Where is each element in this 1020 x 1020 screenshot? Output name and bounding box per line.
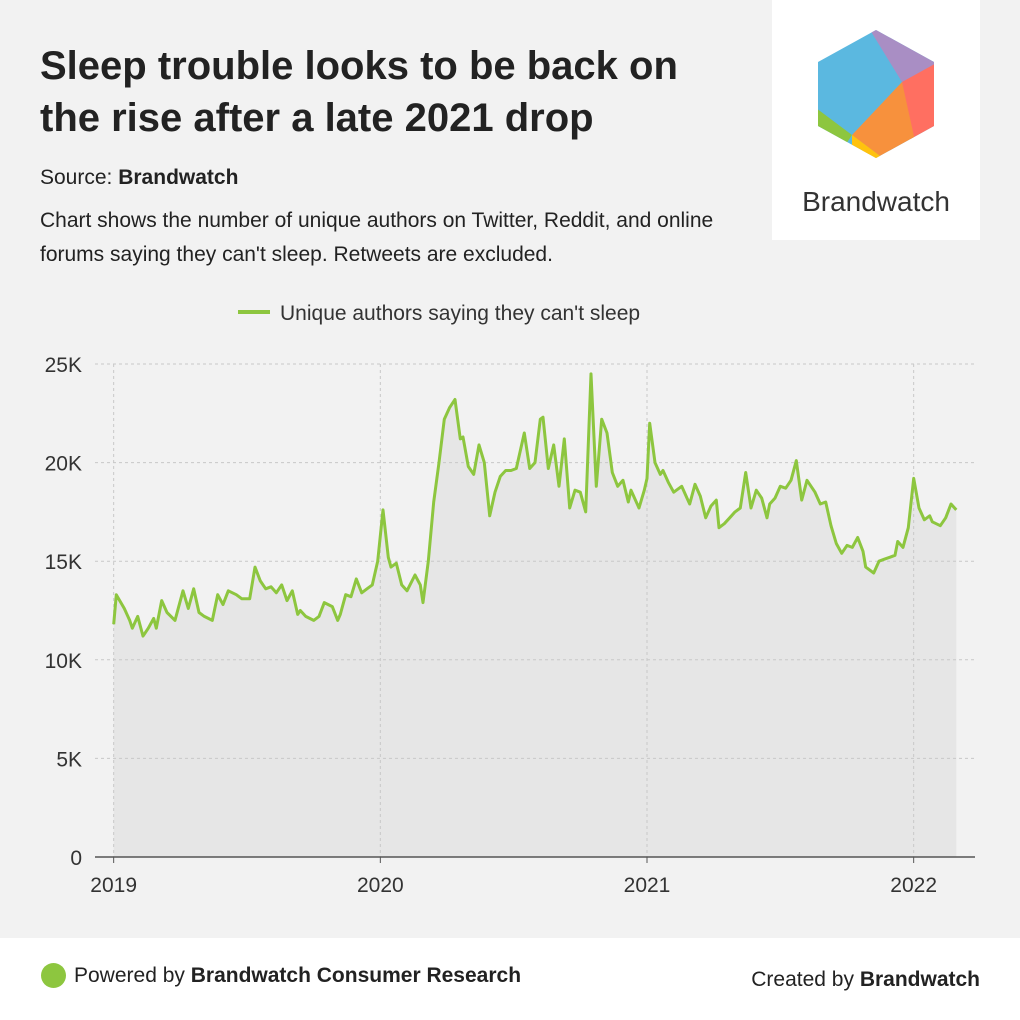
footer: Powered by Brandwatch Consumer Research … xyxy=(0,938,1020,1020)
y-tick-label: 0 xyxy=(70,847,82,870)
description: Chart shows the number of unique authors… xyxy=(40,209,714,266)
footer-dot xyxy=(41,963,66,988)
line xyxy=(112,372,958,638)
x-tick-label: 2022 xyxy=(890,874,937,897)
powered-by: Powered by Brandwatch Consumer Research xyxy=(74,964,521,988)
logo-text: Brandwatch xyxy=(802,186,950,217)
y-tick-label: 5K xyxy=(56,748,82,771)
source-name: Brandwatch xyxy=(118,166,239,189)
y-tick-label: 20K xyxy=(45,453,82,476)
legend-label: Unique authors saying they can't sleep xyxy=(280,302,640,325)
powered-label: Powered by xyxy=(74,964,185,987)
powered-name: Brandwatch Consumer Research xyxy=(190,964,522,987)
y-tick-label: 15K xyxy=(45,551,82,574)
logo-graphic: Brandwatch xyxy=(802,30,950,217)
created-by: Created by Brandwatch xyxy=(751,968,980,992)
title: Sleep trouble looks to be back on the ri… xyxy=(40,44,678,140)
logo: Brandwatch xyxy=(772,0,980,240)
created-label: Created by xyxy=(751,968,854,991)
area xyxy=(113,373,957,857)
x-tick-label: 2019 xyxy=(90,874,137,897)
source: Source: Brandwatch xyxy=(40,166,238,190)
y-tick-label: 10K xyxy=(45,650,82,673)
created-name: Brandwatch xyxy=(859,968,980,991)
y-tick-label: 25K xyxy=(45,354,82,377)
x-tick-label: 2021 xyxy=(624,874,671,897)
source-label: Source: xyxy=(40,166,113,189)
x-tick-label: 2020 xyxy=(357,874,404,897)
chart: 0 5K 10K 15K 20K 25K 2019 2020 2021 2022 Unique au… xyxy=(45,302,975,897)
